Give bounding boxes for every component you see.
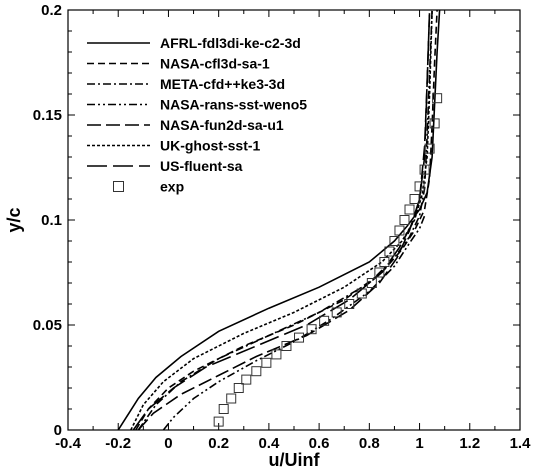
legend-label: exp	[160, 179, 184, 195]
exp-point	[414, 181, 425, 192]
x-tick-label: -0.4	[55, 435, 82, 452]
y-axis-title: y/c	[4, 207, 24, 232]
y-tick-label: 0.2	[41, 2, 62, 19]
exp-point	[379, 257, 390, 267]
exp-point	[399, 215, 410, 225]
exp-point	[374, 267, 385, 278]
exp-point	[344, 299, 355, 309]
y-axis-ticks: 0 0.05 0.1 0.15 0.2	[33, 2, 520, 439]
x-tick-label: 1.2	[459, 435, 480, 452]
exp-point	[319, 315, 330, 326]
legend-label: UK-ghost-sst-1	[160, 138, 261, 154]
exp-point	[271, 349, 282, 360]
x-axis-title: u/Uinf	[269, 450, 321, 470]
y-tick-label: 0.1	[41, 212, 62, 229]
legend-swatch-exp	[113, 181, 124, 192]
x-axis-ticks: -0.4 -0.2 0 0.2 0.4 0.6 0.8 1 1.2 1.4	[55, 10, 531, 452]
legend-label: META-cfd++ke3-3d	[160, 76, 285, 92]
exp-point	[384, 246, 395, 257]
series-line-nasa-rans-sst-weno5	[162, 215, 426, 430]
exp-point	[233, 383, 244, 393]
exp-point	[218, 404, 229, 414]
exp-point	[213, 416, 224, 427]
exp-point	[261, 357, 272, 368]
exp-point	[294, 332, 305, 343]
y-tick-label: 0.05	[33, 317, 62, 334]
legend-label: NASA-cfl3d-sa-1	[160, 56, 270, 72]
exp-point	[356, 288, 367, 299]
exp-point	[226, 393, 237, 404]
x-tick-label: 0	[164, 435, 172, 452]
series-line-afrl-fdl3di-ke-c2-3d	[117, 10, 441, 430]
series-layer	[117, 10, 443, 430]
exp-point	[419, 164, 430, 175]
series-line-uk-ghost-sst-1	[130, 10, 433, 430]
x-tick-label: 1.4	[510, 435, 532, 452]
exp-point	[241, 374, 252, 385]
series-line-us-fluent-sa	[132, 10, 431, 430]
x-tick-label: 1	[415, 435, 423, 452]
series-line-meta-cfd-ke3-3d	[137, 10, 433, 430]
exp-point	[251, 366, 262, 377]
y-tick-label: 0	[54, 422, 62, 439]
legend-label: NASA-fun2d-sa-u1	[160, 117, 284, 133]
legend-label: NASA-rans-sst-weno5	[160, 97, 307, 113]
exp-point	[409, 194, 420, 204]
legend-label: US-fluent-sa	[160, 158, 243, 174]
exp-point	[366, 278, 377, 288]
exp-point	[306, 324, 317, 335]
x-tick-label: 0.4	[258, 435, 280, 452]
exp-point	[394, 225, 405, 236]
series-line-nasa-fun2d-sa-u1	[137, 10, 431, 430]
x-tick-label: -0.2	[105, 435, 131, 452]
plot-frame	[67, 9, 521, 431]
legend: AFRL-fdl3di-ke-c2-3d NASA-cfl3d-sa-1 META-…	[87, 35, 307, 195]
legend-label: AFRL-fdl3di-ke-c2-3d	[160, 35, 301, 51]
x-tick-label: 0.8	[359, 435, 380, 452]
x-tick-label: 0.2	[208, 435, 229, 452]
exp-point	[429, 118, 440, 129]
series-line-nasa-cfl3d-sa-1	[135, 10, 438, 430]
y-tick-label: 0.15	[33, 107, 62, 124]
exp-point	[432, 93, 443, 104]
exp-point	[331, 307, 342, 318]
x-tick-label: 0.6	[309, 435, 330, 452]
exp-point	[404, 204, 415, 215]
exp-point	[389, 236, 400, 246]
exp-point	[424, 143, 435, 154]
exp-point	[281, 341, 292, 351]
